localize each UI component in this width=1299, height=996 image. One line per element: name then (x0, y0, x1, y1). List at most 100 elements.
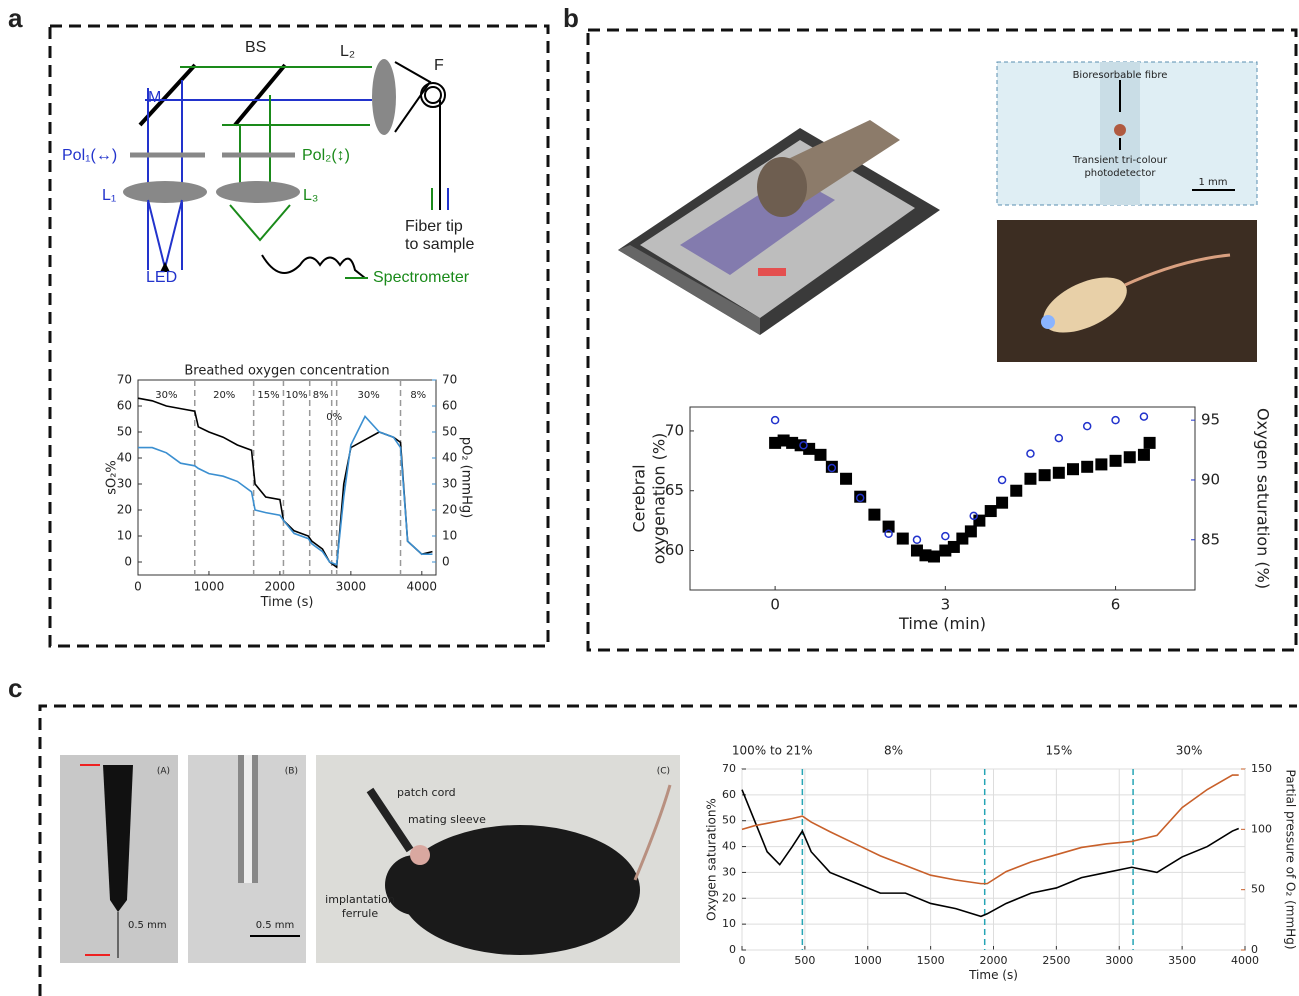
data-line (742, 790, 1239, 917)
x-tick-label: 2000 (980, 954, 1008, 967)
annotation: 15% (1046, 744, 1073, 758)
photo-label: 0.5 mm (256, 920, 295, 931)
y2-axis-label: pO₂ (mmHg) (459, 437, 474, 518)
data-point (1138, 449, 1150, 461)
annotation: 0% (326, 412, 342, 423)
annotation: 30% (155, 390, 177, 401)
data-point (840, 473, 852, 485)
x-tick-label: 3000 (336, 580, 367, 594)
x-tick-label: 4000 (407, 580, 438, 594)
photo-label: photodetector (1084, 168, 1156, 179)
photo-label: (C) (657, 767, 670, 777)
y2-tick-label: 50 (442, 425, 457, 439)
panel-label: a (8, 3, 23, 33)
x-tick-label: 0 (770, 596, 780, 614)
diagram-label: L₁ (102, 187, 116, 204)
data-point (913, 536, 920, 543)
x-tick-label: 2500 (1042, 954, 1070, 967)
annotation: 100% to 21% (732, 744, 813, 758)
annotation: 8% (884, 744, 903, 758)
photo-label: implantation (325, 893, 395, 906)
data-point (897, 533, 909, 545)
annotation: 10% (285, 390, 307, 401)
y2-tick-label: 60 (442, 399, 457, 413)
annotation: 8% (313, 390, 329, 401)
photo-mouse (385, 855, 445, 915)
y2-tick-label: 95 (1201, 411, 1220, 429)
annotation: 15% (257, 390, 279, 401)
data-point (1095, 458, 1107, 470)
diagram-label: LED (146, 269, 177, 286)
x-tick-label: 500 (794, 954, 815, 967)
x-tick-label: 3000 (1105, 954, 1133, 967)
data-point (1067, 463, 1079, 475)
data-point (1024, 473, 1036, 485)
panel-label: c (8, 673, 22, 703)
x-axis-label: Time (s) (260, 595, 314, 610)
annotation: 30% (1176, 744, 1203, 758)
data-point (1112, 417, 1119, 424)
x-tick-label: 1500 (917, 954, 945, 967)
data-point (996, 497, 1008, 509)
photo-label: Bioresorbable fibre (1073, 70, 1168, 81)
data-point (1124, 451, 1136, 463)
annotation: 30% (357, 390, 379, 401)
x-axis-label: Time (min) (898, 614, 986, 633)
figure: a b c M BS L₂ F Pol₁(↔) Pol₂(↕) L₁ L₃ LE… (0, 0, 1299, 996)
photo-label: patch cord (397, 786, 456, 799)
photo-label: Transient tri-colour (1072, 155, 1168, 166)
data-point (1084, 423, 1091, 430)
diagram-label: F (434, 57, 444, 74)
y2-tick-label: 90 (1201, 470, 1220, 488)
y2-axis-label: Oxygen saturation (%) (1254, 408, 1273, 589)
photo-ferrule (410, 845, 430, 865)
photo-label: (A) (157, 767, 170, 777)
y-tick-label: 0 (124, 555, 132, 569)
y2-tick-label: 0 (1251, 943, 1258, 956)
y-tick-label: 20 (722, 891, 736, 904)
chart-title: Breathed oxygen concentration (184, 364, 389, 379)
x-tick-label: 2000 (265, 580, 296, 594)
data-point (1053, 467, 1065, 479)
annotation: 20% (213, 390, 235, 401)
y2-tick-label: 40 (442, 451, 457, 465)
data-line (138, 398, 432, 567)
data-point (965, 525, 977, 537)
x-tick-label: 1000 (854, 954, 882, 967)
data-point (1081, 461, 1093, 473)
data-point (1144, 437, 1156, 449)
annotation: 8% (410, 390, 426, 401)
y2-tick-label: 50 (1251, 883, 1265, 896)
photo-label: mating sleeve (408, 813, 486, 826)
y-tick-label: 70 (722, 762, 736, 775)
panel-label: b (563, 3, 579, 33)
y-tick-label: 20 (117, 503, 132, 517)
y2-tick-label: 100 (1251, 822, 1272, 835)
photo-fibre (244, 755, 252, 883)
diagram-label: Spectrometer (373, 269, 470, 286)
y-tick-label: 30 (722, 865, 736, 878)
data-point (772, 417, 779, 424)
photo-detector (1114, 124, 1126, 136)
y-tick-label: 10 (722, 917, 736, 930)
y-axis-label: sO₂% (105, 460, 120, 495)
photo (997, 220, 1257, 362)
diagram-label: to sample (405, 236, 474, 253)
y2-tick-label: 30 (442, 477, 457, 491)
x-tick-label: 1000 (194, 580, 225, 594)
y-tick-label: 50 (722, 814, 736, 827)
y-axis-label: oxygenation (%) (650, 433, 669, 565)
photo-label: 0.5 mm (128, 920, 167, 931)
data-point (985, 505, 997, 517)
y-tick-label: 60 (117, 399, 132, 413)
y-tick-label: 40 (722, 840, 736, 853)
y2-tick-label: 10 (442, 529, 457, 543)
data-point (868, 509, 880, 521)
photo-light (1041, 315, 1055, 329)
diagram-label: Pol₂(↕) (302, 147, 350, 164)
diagram-label: BS (245, 39, 266, 56)
photo-label: 1 mm (1198, 177, 1227, 188)
x-tick-label: 3500 (1168, 954, 1196, 967)
y2-tick-label: 0 (442, 555, 450, 569)
y2-tick-label: 85 (1201, 530, 1220, 548)
